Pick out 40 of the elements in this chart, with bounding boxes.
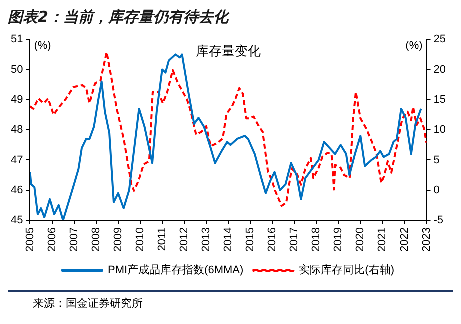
y-tick-label: 48 bbox=[10, 124, 24, 136]
y-tick-label: 50 bbox=[10, 64, 24, 76]
legend-label: 实际库存同比(右轴) bbox=[299, 264, 394, 277]
y2-axis-title: (%) bbox=[406, 40, 423, 52]
x-tick-label: 2019 bbox=[332, 228, 345, 252]
y-tick-label: 51 bbox=[10, 34, 24, 46]
y2-tick-label: 5 bbox=[434, 154, 440, 166]
x-tick-label: 2018 bbox=[310, 228, 323, 252]
x-tick-label: 2016 bbox=[266, 228, 279, 252]
x-tick-label: 2015 bbox=[244, 228, 257, 252]
x-tick-label: 2017 bbox=[288, 228, 301, 252]
x-tick-label: 2020 bbox=[354, 228, 367, 252]
x-tick-label: 2012 bbox=[178, 228, 190, 252]
x-tick-label: 2005 bbox=[24, 228, 36, 252]
y-tick-label: 47 bbox=[10, 154, 24, 166]
y-tick-label: 45 bbox=[10, 214, 24, 227]
y2-tick-label: 0 bbox=[434, 184, 440, 196]
x-tick-label: 2011 bbox=[156, 228, 168, 252]
x-tick-label: 2021 bbox=[376, 228, 389, 252]
x-tick-label: 2007 bbox=[68, 228, 80, 252]
chart-subtitle: 库存量变化 bbox=[196, 44, 261, 60]
chart-title: 图表2：当前，库存量仍有待去化 bbox=[8, 8, 230, 28]
y2-tick-label: 10 bbox=[434, 124, 446, 136]
y2-tick-label: 20 bbox=[434, 64, 446, 76]
y-tick-label: 49 bbox=[10, 94, 24, 106]
legend-label: PMI产成品库存指数(6MMA) bbox=[108, 264, 244, 277]
source-note: 来源：国金证券研究所 bbox=[33, 296, 144, 311]
y2-tick-label: -5 bbox=[434, 214, 444, 227]
x-tick-label: 2009 bbox=[112, 228, 124, 252]
x-tick-label: 2013 bbox=[200, 228, 212, 252]
y-axis-title: (%) bbox=[34, 40, 52, 52]
x-tick-label: 2023 bbox=[420, 228, 433, 252]
y2-tick-label: 25 bbox=[434, 34, 446, 46]
y-tick-label: 46 bbox=[10, 184, 24, 196]
x-tick-label: 2014 bbox=[222, 228, 235, 252]
x-tick-label: 2006 bbox=[46, 228, 58, 252]
y2-tick-label: 15 bbox=[434, 94, 446, 106]
x-tick-label: 2022 bbox=[398, 228, 411, 252]
x-tick-label: 2010 bbox=[134, 228, 146, 252]
x-tick-label: 2008 bbox=[90, 228, 102, 252]
